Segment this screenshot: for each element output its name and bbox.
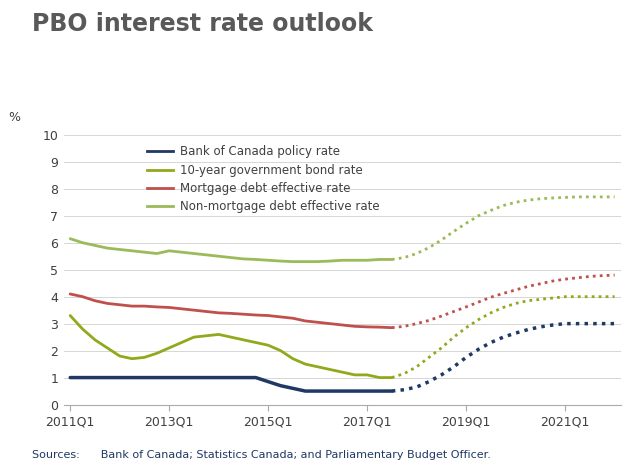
Text: %: %: [8, 111, 20, 124]
Text: Sources:      Bank of Canada; Statistics Canada; and Parliamentary Budget Office: Sources: Bank of Canada; Statistics Cana…: [32, 450, 491, 460]
Legend: Bank of Canada policy rate, 10-year government bond rate, Mortgage debt effectiv: Bank of Canada policy rate, 10-year gove…: [142, 141, 385, 218]
Text: PBO interest rate outlook: PBO interest rate outlook: [32, 12, 373, 36]
